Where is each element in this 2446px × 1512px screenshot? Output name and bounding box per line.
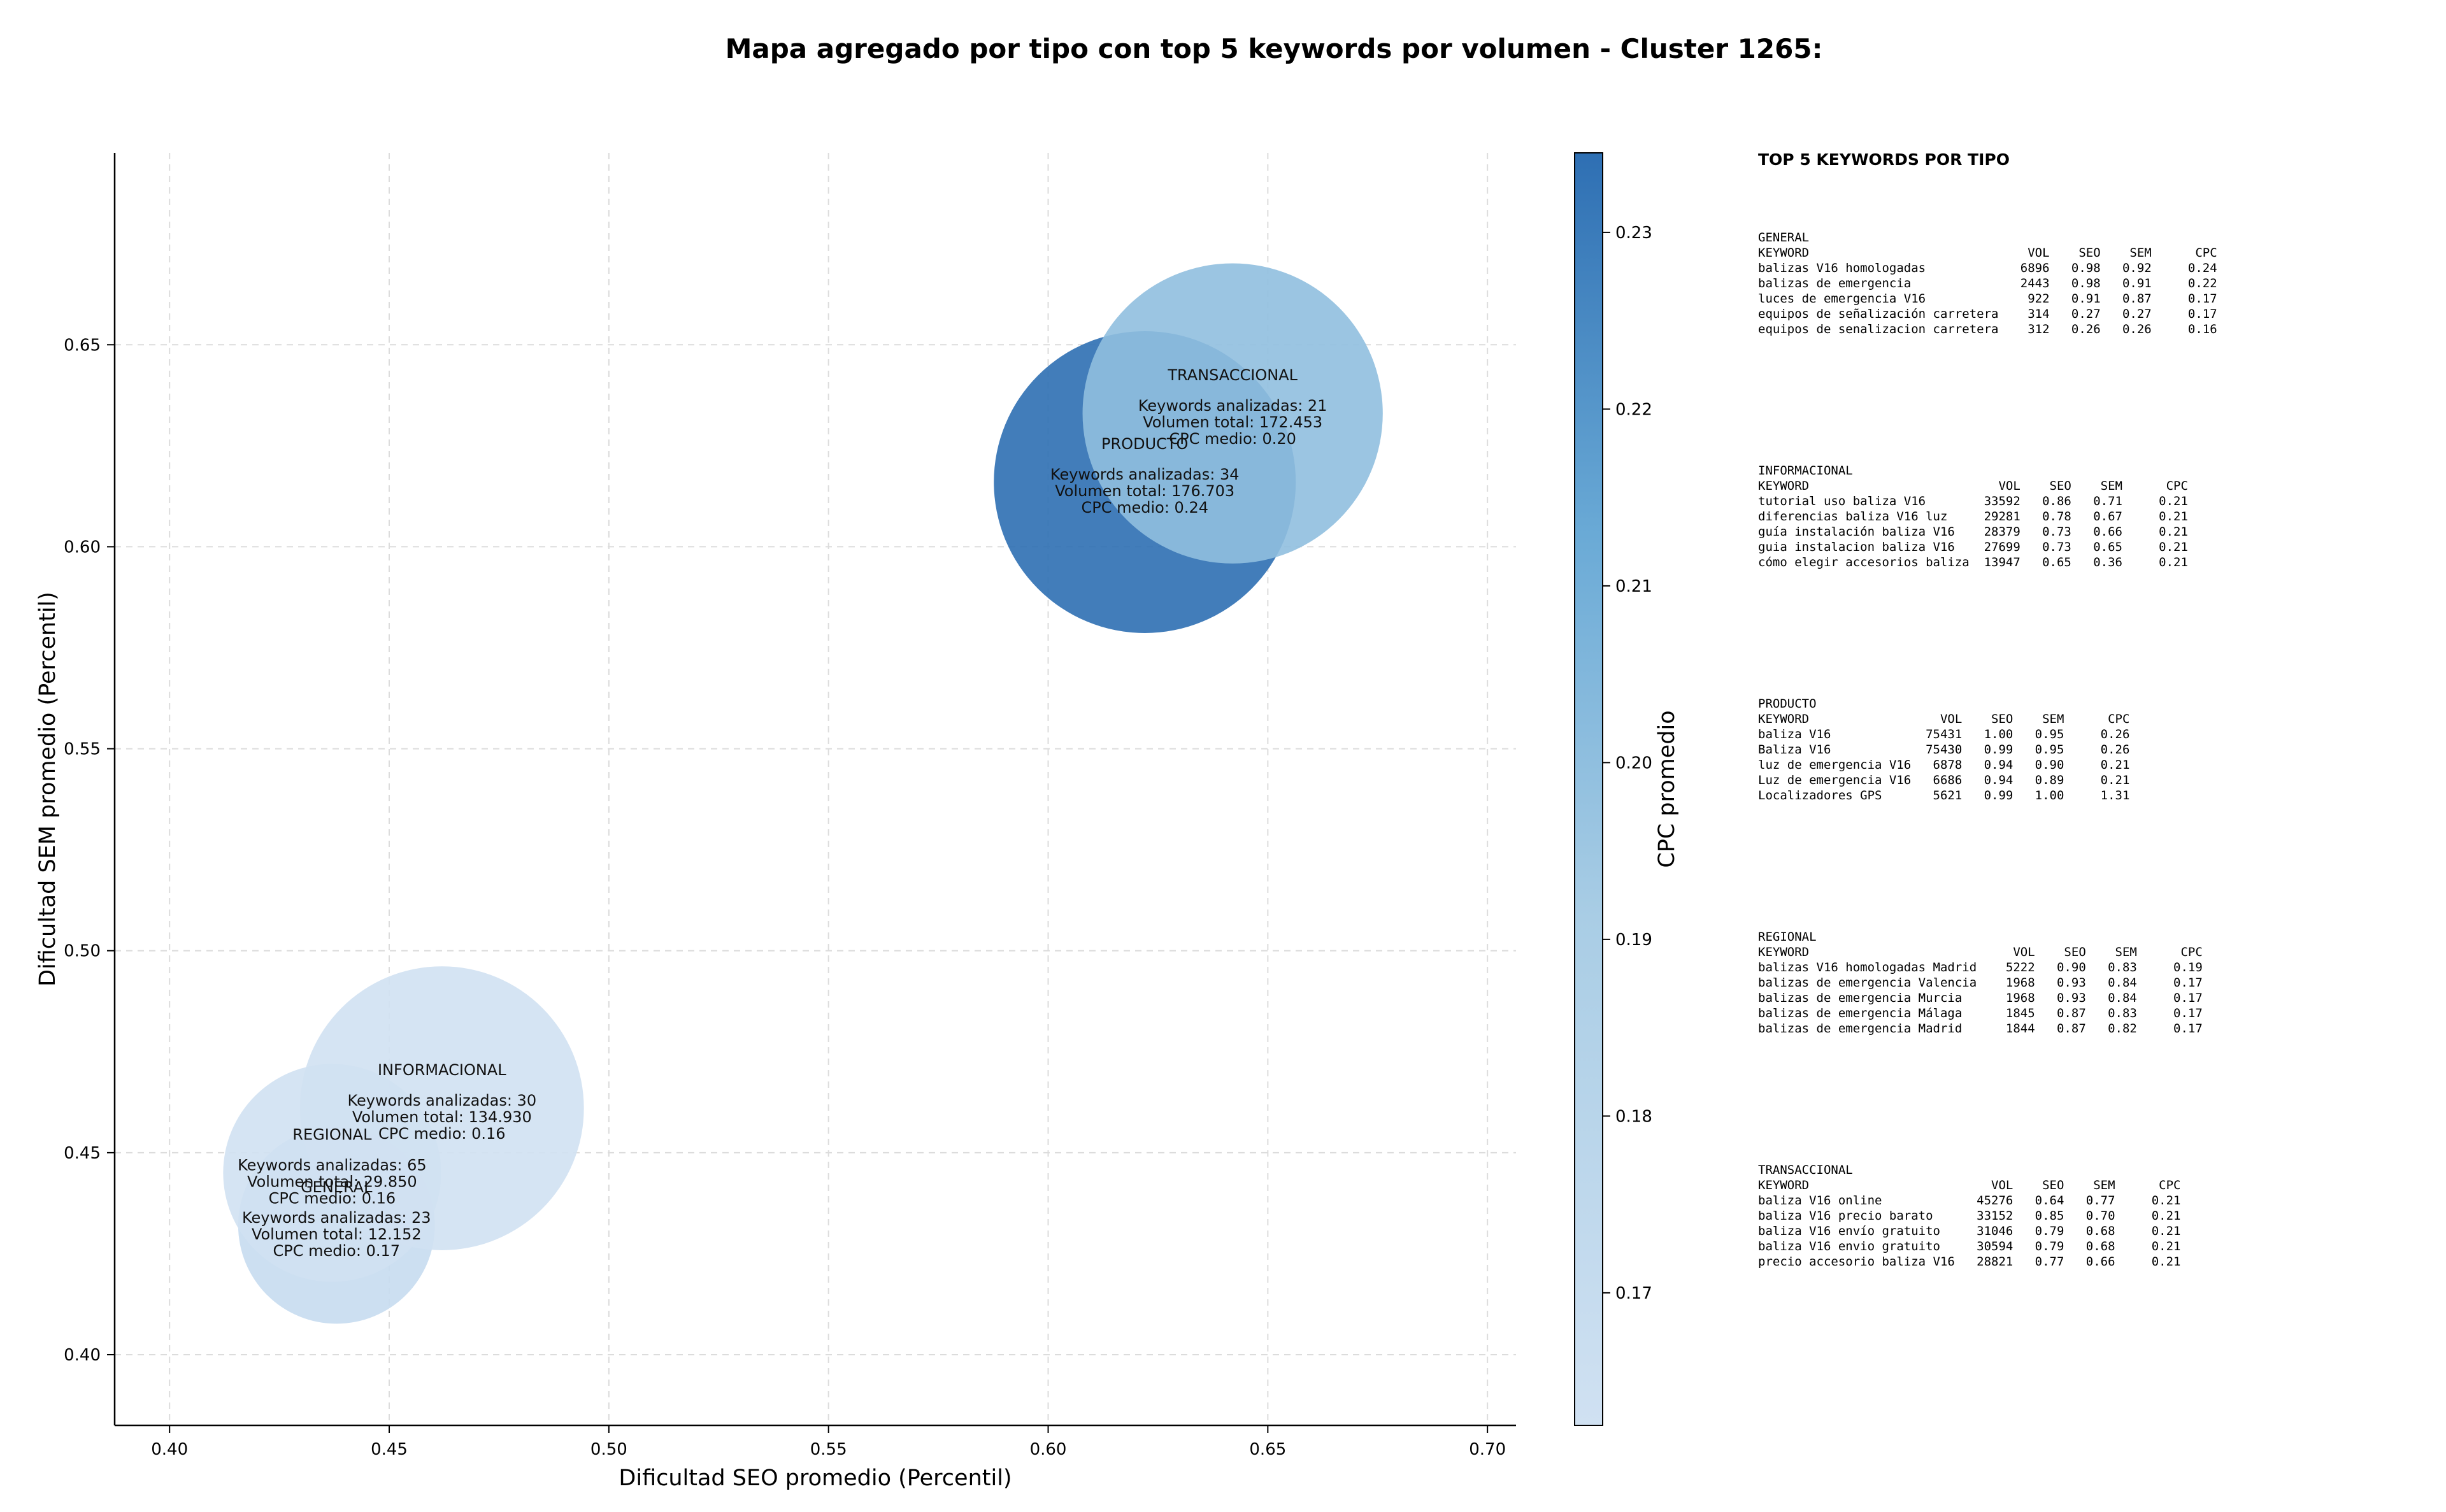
- grid-lines: [115, 153, 1516, 1425]
- bubble-keywords-label: Keywords analizadas: 30: [347, 1092, 536, 1109]
- bubble-cpc-label: CPC medio: 0.24: [1081, 499, 1208, 517]
- bubble-keywords-label: Keywords analizadas: 23: [242, 1209, 431, 1227]
- colorbar-tick-label: 0.18: [1615, 1107, 1652, 1126]
- bubble-type-label: PRODUCTO: [1101, 435, 1188, 453]
- colorbar-label: CPC promedio: [1654, 710, 1680, 867]
- page-title: Mapa agregado por tipo con top 5 keyword…: [725, 33, 1823, 64]
- colorbar-tick-label: 0.17: [1615, 1284, 1652, 1303]
- axes: 0.40 0.45 0.50 0.55 0.60 0.65 0.70 0.40 0.45 0.50…: [35, 153, 1516, 1491]
- y-tick-label: 0.45: [64, 1144, 101, 1163]
- colorbar-tick-label: 0.22: [1615, 400, 1652, 419]
- bubble-keywords-label: Keywords analizadas: 21: [1138, 397, 1327, 415]
- colorbar-tick-label: 0.19: [1615, 931, 1652, 950]
- keyword-group-name: TRANSACCIONAL: [1758, 1163, 1853, 1177]
- keyword-group-name: GENERAL: [1758, 231, 1810, 245]
- keyword-group-name: INFORMACIONAL: [1758, 464, 1853, 478]
- y-tick-label: 0.55: [64, 740, 101, 759]
- bubble-type-label: TRANSACCIONAL: [1167, 366, 1298, 384]
- bubble-type-label: INFORMACIONAL: [378, 1061, 506, 1079]
- bubbles: [223, 263, 1383, 1324]
- bubble-cpc-label: CPC medio: 0.20: [1169, 430, 1296, 448]
- bubble-cpc-label: CPC medio: 0.16: [269, 1190, 396, 1208]
- keyword-table: KEYWORD VOL SEO SEM CPC baliza V16 onlin…: [1758, 1178, 2181, 1269]
- bubble-transaccional: [1082, 263, 1383, 564]
- bubble-volume-label: Volumen total: 134.930: [352, 1108, 532, 1126]
- colorbar-tick-label: 0.21: [1615, 577, 1652, 596]
- y-tick-label: 0.50: [64, 942, 101, 961]
- bubble-keywords-label: Keywords analizadas: 65: [238, 1157, 427, 1174]
- y-tick-label: 0.65: [64, 336, 101, 355]
- bubble-volume-label: Volumen total: 172.453: [1143, 413, 1322, 431]
- y-tick-label: 0.40: [64, 1346, 101, 1365]
- x-tick-label: 0.40: [151, 1440, 188, 1459]
- colorbar-tick-label: 0.23: [1615, 224, 1652, 243]
- keyword-table: KEYWORD VOL SEO SEM CPC baliza V16 75431…: [1758, 712, 2130, 802]
- bubble-cpc-label: CPC medio: 0.17: [273, 1242, 401, 1260]
- keywords-panel: TOP 5 KEYWORDS POR TIPO GENERAL KEYWORD …: [1758, 150, 2433, 1395]
- keyword-group-regional: REGIONAL KEYWORD VOL SEO SEM CPC balizas…: [1758, 929, 2433, 1036]
- keywords-panel-title: TOP 5 KEYWORDS POR TIPO: [1758, 150, 2010, 169]
- colorbar: 0.17 0.18 0.19 0.20 0.21 0.22 0.23 CPC promedio: [1574, 152, 1680, 1426]
- bubble-keywords-label: Keywords analizadas: 34: [1050, 466, 1240, 483]
- keyword-table: KEYWORD VOL SEO SEM CPC balizas V16 homo…: [1758, 246, 2217, 336]
- colorbar-gradient: [1574, 152, 1603, 1426]
- keyword-group-name: PRODUCTO: [1758, 697, 1817, 711]
- x-tick-label: 0.55: [810, 1440, 847, 1459]
- keyword-table: KEYWORD VOL SEO SEM CPC tutorial uso bal…: [1758, 479, 2188, 569]
- y-tick-label: 0.60: [64, 538, 101, 557]
- keyword-group-name: REGIONAL: [1758, 930, 1817, 944]
- keyword-group-informacional: INFORMACIONAL KEYWORD VOL SEO SEM CPC tu…: [1758, 463, 2433, 570]
- x-tick-label: 0.65: [1249, 1440, 1286, 1459]
- keyword-group-general: GENERAL KEYWORD VOL SEO SEM CPC balizas …: [1758, 230, 2433, 337]
- colorbar-tick-label: 0.20: [1615, 753, 1652, 773]
- keyword-group-producto: PRODUCTO KEYWORD VOL SEO SEM CPC baliza …: [1758, 696, 2433, 803]
- keyword-table: KEYWORD VOL SEO SEM CPC balizas V16 homo…: [1758, 945, 2203, 1036]
- y-axis-label: Dificultad SEM promedio (Percentil): [35, 592, 61, 987]
- x-tick-label: 0.45: [371, 1440, 408, 1459]
- x-tick-label: 0.60: [1030, 1440, 1067, 1459]
- bubble-type-label: GENERAL: [301, 1178, 373, 1196]
- x-tick-label: 0.50: [590, 1440, 627, 1459]
- keyword-group-transaccional: TRANSACCIONAL KEYWORD VOL SEO SEM CPC ba…: [1758, 1162, 2433, 1269]
- bubble-volume-label: Volumen total: 176.703: [1055, 482, 1234, 500]
- x-tick-label: 0.70: [1469, 1440, 1506, 1459]
- bubble-type-label: REGIONAL: [292, 1126, 372, 1144]
- x-axis-label: Dificultad SEO promedio (Percentil): [619, 1466, 1012, 1491]
- bubble-regional: [223, 1064, 441, 1282]
- bubble-cpc-label: CPC medio: 0.16: [378, 1125, 506, 1143]
- bubble-volume-label: Volumen total: 29.850: [247, 1173, 417, 1191]
- bubble-volume-label: Volumen total: 12.152: [252, 1225, 422, 1243]
